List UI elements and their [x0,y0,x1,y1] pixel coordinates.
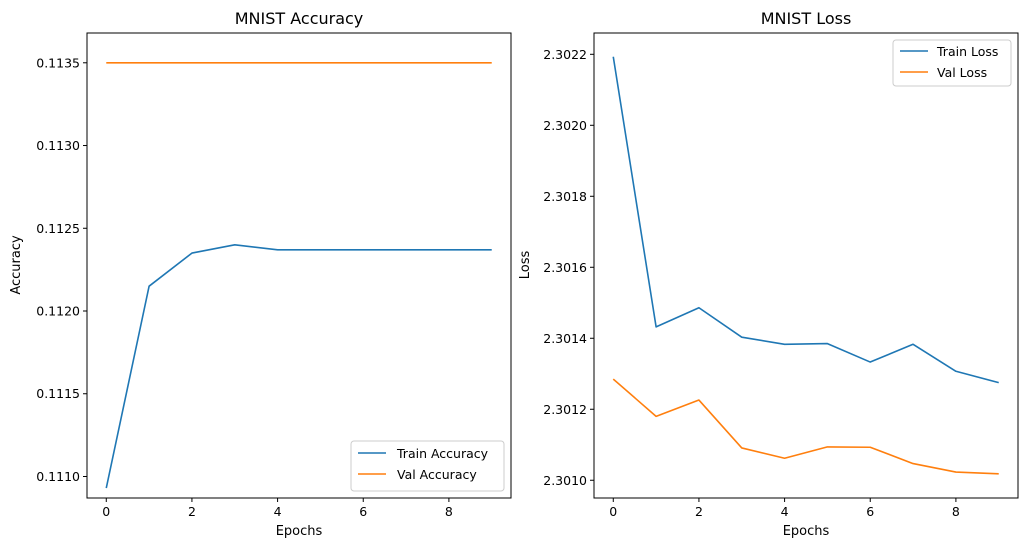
accuracy-series-lines [105,61,492,489]
loss-chart: MNIST Loss Epochs Loss 0 2 4 6 8 2.3010 2.3012… [518,9,1019,539]
loss-plot-frame [593,32,1019,499]
loss-y-tick-label: 2.3014 [543,331,587,346]
loss-y-tick-label: 2.3018 [543,189,587,204]
loss-chart-title: MNIST Loss [761,9,852,28]
legend-label-val-accuracy: Val Accuracy [397,467,477,482]
accuracy-y-tick-label: 0.1135 [36,55,80,70]
loss-y-tick-label: 2.3020 [543,118,587,133]
accuracy-y-tick-label: 0.1130 [36,138,80,153]
loss-series-lines [612,56,999,475]
accuracy-y-tick-label: 0.1110 [36,469,80,484]
loss-y-tick-label: 2.3016 [543,260,587,275]
accuracy-legend: Train Accuracy Val Accuracy [350,440,505,492]
accuracy-x-tick-label: 6 [359,504,367,519]
loss-x-axis-label: Epochs [783,524,830,539]
accuracy-y-tick-label: 0.1115 [36,386,80,401]
loss-y-tick-label: 2.3022 [543,47,587,62]
accuracy-x-tick-label: 4 [274,504,282,519]
accuracy-x-axis-label: Epochs [276,524,323,539]
loss-y-tick-label: 2.3012 [543,402,587,417]
accuracy-chart: MNIST Accuracy Epochs Accuracy 0 2 4 6 8 0.11… [9,9,512,539]
legend-label-train-accuracy: Train Accuracy [396,446,489,461]
accuracy-ticks: 0 2 4 6 8 0.1110 0.1115 0.1120 0.1125 0.1130 0.113… [36,55,453,519]
accuracy-y-tick-label: 0.1125 [36,221,80,236]
legend-label-train-loss: Train Loss [936,44,998,59]
accuracy-y-tick-label: 0.1120 [36,304,80,319]
loss-x-tick-label: 8 [952,504,960,519]
series-line-val-loss [612,378,999,475]
series-line-train-loss [612,56,999,384]
series-line-train-accuracy [105,244,492,489]
accuracy-x-tick-label: 0 [102,504,110,519]
loss-y-tick-label: 2.3010 [543,473,587,488]
accuracy-y-axis-label: Accuracy [9,235,24,295]
accuracy-x-tick-label: 8 [445,504,453,519]
accuracy-legend-box [350,440,505,492]
accuracy-x-tick-label: 2 [188,504,196,519]
loss-x-tick-label: 6 [866,504,874,519]
loss-x-tick-label: 2 [695,504,703,519]
loss-ticks: 0 2 4 6 8 2.3010 2.3012 2.3014 2.3016 2.3018 2.302… [543,47,960,519]
legend-label-val-loss: Val Loss [937,65,987,80]
loss-x-tick-label: 0 [609,504,617,519]
loss-legend: Train Loss Val Loss [892,39,1012,87]
loss-x-tick-label: 4 [781,504,789,519]
loss-y-axis-label: Loss [518,251,533,280]
accuracy-chart-title: MNIST Accuracy [235,9,364,28]
accuracy-plot-frame [86,32,512,499]
